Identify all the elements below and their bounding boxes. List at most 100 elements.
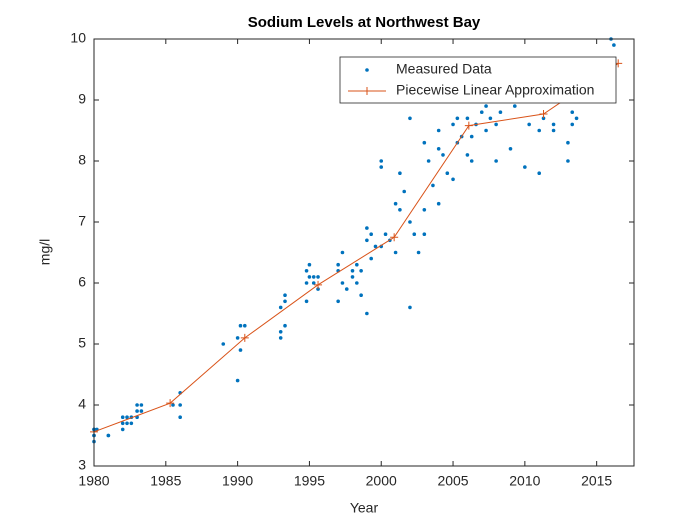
point xyxy=(451,177,455,182)
point xyxy=(373,244,378,249)
point xyxy=(408,220,412,224)
point xyxy=(566,140,570,145)
point xyxy=(436,147,441,151)
point xyxy=(171,403,175,407)
chart-title: Sodium Levels at Northwest Bay xyxy=(248,14,481,31)
point xyxy=(379,165,384,169)
point xyxy=(125,415,129,420)
point xyxy=(508,147,513,151)
y-tick-label: 7 xyxy=(78,213,86,229)
point xyxy=(398,208,402,212)
point xyxy=(445,171,450,175)
marker xyxy=(539,110,548,119)
point xyxy=(379,159,384,163)
marker xyxy=(166,399,175,408)
x-tick-label: 2015 xyxy=(581,473,612,489)
point xyxy=(355,281,359,285)
point xyxy=(551,128,556,133)
point xyxy=(393,250,398,255)
marker xyxy=(390,233,399,242)
point xyxy=(412,232,417,236)
point xyxy=(221,342,226,346)
point xyxy=(120,421,125,426)
marker xyxy=(464,121,473,130)
point xyxy=(416,250,421,255)
point xyxy=(408,305,412,310)
point xyxy=(344,287,349,291)
point xyxy=(494,159,498,163)
point xyxy=(402,189,407,194)
point xyxy=(350,269,355,273)
point xyxy=(340,281,345,285)
point xyxy=(304,281,309,285)
y-tick-label: 3 xyxy=(78,457,86,473)
point xyxy=(336,299,340,304)
y-tick-label: 6 xyxy=(78,274,86,290)
legend-marker xyxy=(365,68,369,72)
point xyxy=(426,159,431,163)
point xyxy=(120,415,125,420)
point xyxy=(494,122,498,127)
point xyxy=(178,415,182,420)
point xyxy=(178,403,182,407)
point xyxy=(484,104,488,108)
point xyxy=(304,269,309,273)
point xyxy=(355,262,359,267)
point xyxy=(469,159,474,163)
point xyxy=(451,122,455,127)
point xyxy=(278,305,283,310)
point xyxy=(383,232,388,236)
marker xyxy=(314,280,323,289)
point xyxy=(316,275,320,279)
point xyxy=(436,128,441,133)
point xyxy=(512,104,517,108)
point xyxy=(135,403,139,407)
point xyxy=(311,281,316,285)
axes-box xyxy=(93,38,635,467)
point xyxy=(242,323,247,328)
y-tick-label: 10 xyxy=(70,30,86,46)
point xyxy=(365,226,369,230)
point xyxy=(238,323,243,328)
point xyxy=(278,330,283,334)
point xyxy=(469,134,474,139)
legend-label: Piecewise Linear Approximation xyxy=(396,82,594,98)
point xyxy=(316,287,320,291)
point xyxy=(498,110,503,114)
x-tick-label: 1995 xyxy=(294,473,325,489)
point xyxy=(551,122,556,127)
point xyxy=(570,122,575,127)
x-tick-label: 1990 xyxy=(222,473,253,489)
point xyxy=(139,403,144,407)
y-tick-label: 4 xyxy=(78,396,86,412)
point xyxy=(537,171,542,175)
point xyxy=(359,293,363,298)
point xyxy=(283,323,287,328)
point xyxy=(484,128,488,133)
point xyxy=(238,348,243,352)
y-tick-label: 8 xyxy=(78,152,86,168)
legend-box xyxy=(339,56,617,104)
point xyxy=(359,269,363,273)
point xyxy=(488,116,493,121)
x-tick-label: 2010 xyxy=(509,473,540,489)
point xyxy=(441,153,445,157)
point xyxy=(235,336,240,340)
point xyxy=(408,116,412,121)
x-tick-label: 1985 xyxy=(150,473,181,489)
point xyxy=(340,250,345,255)
point xyxy=(125,421,129,426)
point xyxy=(120,427,125,432)
y-axis-label: mg/l xyxy=(37,239,53,265)
point xyxy=(465,153,470,157)
point xyxy=(369,256,373,261)
point xyxy=(541,116,546,121)
point xyxy=(431,183,435,188)
point xyxy=(479,110,484,114)
point xyxy=(129,421,134,426)
point xyxy=(422,208,427,212)
point xyxy=(393,201,398,206)
point xyxy=(365,238,369,243)
point xyxy=(106,433,111,438)
point xyxy=(283,293,287,298)
